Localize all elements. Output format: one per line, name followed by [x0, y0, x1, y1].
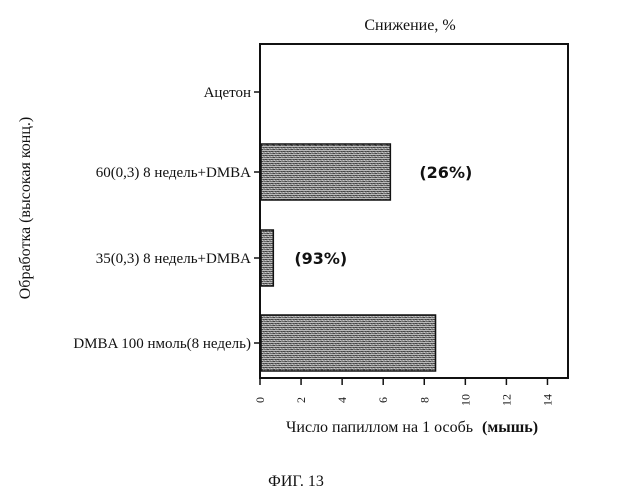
x-tick-label: 2: [294, 397, 308, 403]
x-tick-label: 14: [540, 394, 554, 406]
x-axis-label: Число папиллом на 1 особь (мышь): [286, 419, 538, 436]
figure-caption: ФИГ. 13: [268, 473, 324, 490]
bar-value-label: (93%): [294, 249, 347, 268]
category-label: Ацетон: [204, 85, 251, 101]
bars: [261, 144, 436, 371]
bar: [261, 230, 273, 286]
category-label: 60(0,3) 8 недель+DMBA: [96, 165, 251, 181]
bar-value-label: (26%): [419, 163, 472, 182]
bar: [261, 144, 390, 200]
x-axis-label-main: Число папиллом на 1 особь: [286, 419, 473, 436]
bar: [261, 315, 436, 371]
x-tick-label: 4: [335, 397, 349, 403]
x-tick-label: 0: [253, 397, 267, 403]
x-tick-label: 6: [376, 397, 390, 403]
x-axis-label-suffix: (мышь): [482, 419, 538, 436]
x-tick-label: 10: [458, 394, 472, 406]
x-tick-label: 8: [417, 397, 431, 403]
category-labels: Ацетон 60(0,3) 8 недель+DMBA 35(0,3) 8 нед…: [73, 85, 260, 352]
chart-title: Снижение, %: [364, 17, 455, 34]
x-tick-label: 12: [499, 394, 513, 406]
y-axis-label: Обработка (высокая конц.): [17, 117, 34, 300]
x-axis-ticks: 0 2 4 6 8 10 12 14: [253, 378, 554, 406]
category-label: 35(0,3) 8 недель+DMBA: [96, 251, 251, 267]
category-label: DMBA 100 нмоль(8 недель): [73, 336, 251, 352]
